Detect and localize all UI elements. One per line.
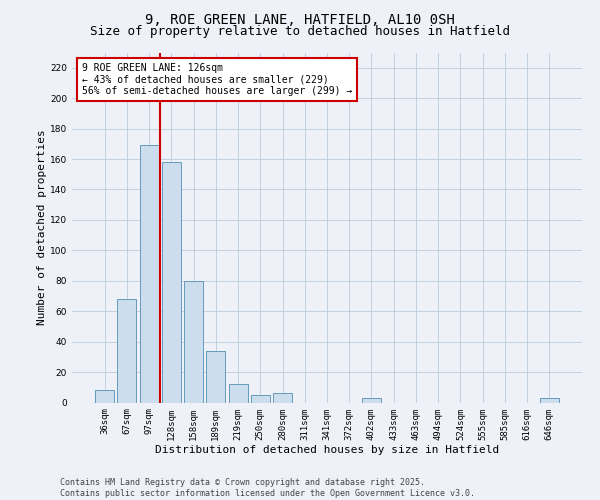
Text: Contains HM Land Registry data © Crown copyright and database right 2025.
Contai: Contains HM Land Registry data © Crown c… [60,478,475,498]
Bar [162,162,181,402]
Bar [229,384,248,402]
Text: Size of property relative to detached houses in Hatfield: Size of property relative to detached ho… [90,25,510,38]
Text: 9 ROE GREEN LANE: 126sqm
← 43% of detached houses are smaller (229)
56% of semi-: 9 ROE GREEN LANE: 126sqm ← 43% of detach… [82,63,352,96]
Bar [206,351,225,403]
Bar [540,398,559,402]
Bar [118,299,136,403]
Bar [273,394,292,402]
Bar [184,281,203,402]
Bar [95,390,114,402]
Bar [362,398,381,402]
Y-axis label: Number of detached properties: Number of detached properties [37,130,47,326]
Bar [140,146,158,402]
Text: 9, ROE GREEN LANE, HATFIELD, AL10 0SH: 9, ROE GREEN LANE, HATFIELD, AL10 0SH [145,12,455,26]
X-axis label: Distribution of detached houses by size in Hatfield: Distribution of detached houses by size … [155,445,499,455]
Bar [251,395,270,402]
